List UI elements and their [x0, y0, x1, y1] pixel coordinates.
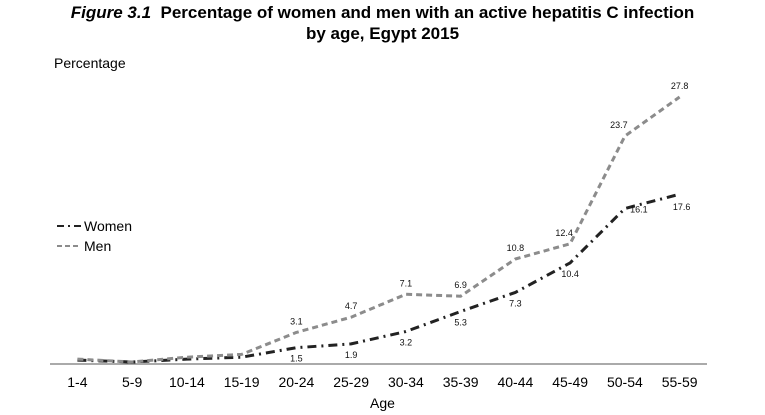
data-label-men: 6.9	[454, 280, 467, 290]
legend-label-women: Women	[84, 218, 132, 234]
series-line-women	[77, 192, 680, 364]
x-tick-label: 25-29	[333, 374, 369, 390]
axis-layer: 1-4 5-9 10-14 15-19 20-24 25-29 30-34 35-39 40-4…	[50, 363, 707, 390]
data-label-men: 12.4	[555, 228, 573, 238]
legend-label-men: Men	[84, 238, 112, 254]
data-label-men: 23.7	[610, 120, 628, 130]
x-axis-label: Age	[370, 395, 395, 411]
legend: Women Men	[56, 216, 132, 256]
data-label-men: 27.8	[671, 81, 689, 91]
data-label-women: 16.1	[630, 205, 648, 215]
x-tick-label: 45-49	[552, 374, 588, 390]
title-line-1: Percentage of women and men with an acti…	[160, 3, 695, 22]
data-label-women: 10.4	[561, 269, 579, 279]
x-tick-label: 20-24	[278, 374, 314, 390]
x-tick-label: 15-19	[224, 374, 260, 390]
data-label-men: 4.7	[345, 301, 358, 311]
x-tick-label: 55-59	[662, 374, 698, 390]
data-label-men: 7.1	[400, 278, 413, 288]
legend-swatch-women	[57, 225, 81, 227]
data-label-women: 1.9	[345, 350, 358, 360]
legend-swatch-men	[57, 245, 81, 247]
x-tick-label: 30-34	[388, 374, 424, 390]
data-label-men: 10.8	[507, 243, 525, 253]
series-layer	[77, 95, 681, 364]
x-tick-label: 1-4	[67, 374, 87, 390]
legend-item-women: Women	[56, 216, 132, 236]
data-label-women: 17.6	[673, 202, 691, 212]
data-label-men: 3.1	[290, 316, 303, 326]
x-tick-label: 10-14	[169, 374, 205, 390]
x-tick-label: 40-44	[497, 374, 533, 390]
x-tick-label: 5-9	[122, 374, 142, 390]
title-line-2: by age, Egypt 2015	[305, 24, 460, 43]
data-label-women: 3.2	[400, 337, 413, 347]
x-tick-label: 35-39	[443, 374, 479, 390]
legend-item-men: Men	[56, 236, 132, 256]
data-label-women: 5.3	[454, 317, 467, 327]
x-tick-label: 50-54	[607, 374, 643, 390]
label-layer: 1.5 1.9 3.2 5.3 7.3 10.4 16.1 17.6 3.1 4.7 7.1 6.9 1…	[290, 81, 690, 364]
y-axis-label: Percentage	[54, 55, 126, 71]
series-line-men	[77, 95, 681, 364]
data-label-women: 7.3	[509, 298, 522, 308]
chart-title: Figure 3.1 Percentage of women and men w…	[0, 2, 765, 44]
data-label-women: 1.5	[290, 354, 303, 364]
figure-number: Figure 3.1	[70, 3, 152, 22]
